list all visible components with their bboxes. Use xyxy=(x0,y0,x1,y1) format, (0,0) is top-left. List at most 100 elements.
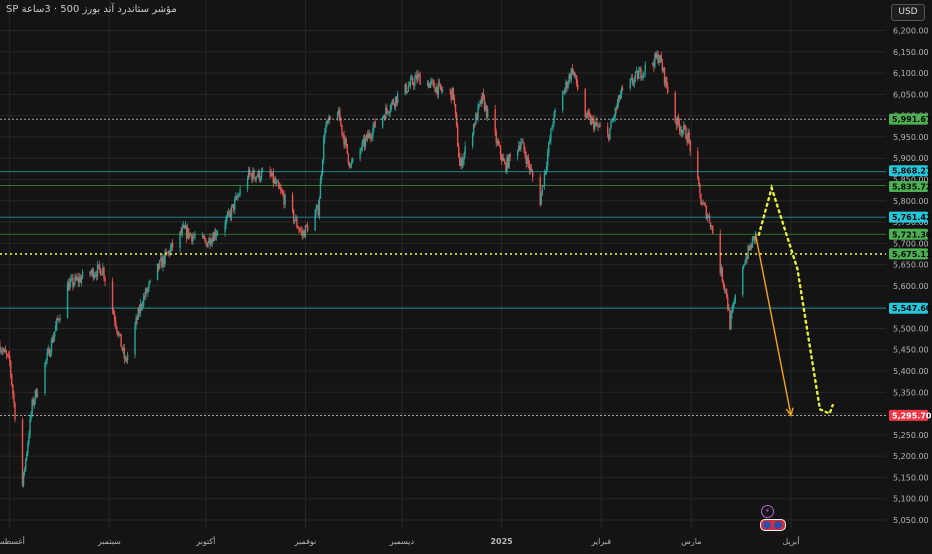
candle-body xyxy=(518,145,520,151)
candle-body xyxy=(642,72,644,78)
candle-body xyxy=(567,83,569,88)
y-tick-label: 5,100.00 xyxy=(893,495,929,504)
candle-body xyxy=(415,74,417,79)
candle-body xyxy=(59,318,61,320)
candle-body xyxy=(569,75,571,80)
candle-body xyxy=(32,399,34,405)
candle-body xyxy=(192,236,194,242)
y-tick-label: 5,050.00 xyxy=(893,516,929,525)
candle-body xyxy=(553,112,555,124)
candle-body xyxy=(213,231,216,242)
level-price-label: 5,835.72 xyxy=(892,183,931,192)
candle-body xyxy=(55,325,57,332)
symbol-title: SP مؤشر ستاندرد آند بورز 500 · 3ساعة xyxy=(6,4,177,15)
candle-body xyxy=(678,123,681,131)
candle-body xyxy=(360,149,362,151)
candle-body xyxy=(46,352,48,360)
candle-body xyxy=(732,304,734,310)
candle-body xyxy=(748,246,750,250)
candle-body xyxy=(36,393,39,397)
candle-body xyxy=(593,119,595,130)
candle-body xyxy=(341,124,343,134)
candle-body xyxy=(291,194,294,211)
candle-body xyxy=(393,103,396,107)
candle-body xyxy=(255,176,257,180)
candle-body xyxy=(391,100,393,104)
candle-body xyxy=(506,157,508,172)
candle-body xyxy=(677,116,680,124)
candle-body xyxy=(473,124,475,134)
candle-body xyxy=(215,234,218,237)
candle-body xyxy=(5,352,8,355)
lightning-icon[interactable]: ⚡ xyxy=(761,505,774,518)
candle-body xyxy=(194,235,196,237)
candle-body xyxy=(724,289,727,291)
candle-body xyxy=(342,133,344,136)
candle-body xyxy=(56,318,58,326)
candle-body xyxy=(676,116,679,126)
candle-body xyxy=(664,77,667,84)
candle-body xyxy=(1,351,3,352)
candle-body xyxy=(384,115,386,120)
candle-body xyxy=(373,121,375,128)
candle-body xyxy=(638,71,640,80)
candle-body xyxy=(450,90,452,100)
candle-body xyxy=(440,88,443,91)
candle-body xyxy=(454,104,457,115)
candle-body xyxy=(659,55,661,60)
candle-body xyxy=(145,289,147,297)
candle-body xyxy=(530,168,533,172)
candle-body xyxy=(168,251,171,255)
candle-body xyxy=(477,106,479,120)
candle-body xyxy=(574,75,577,77)
candle-body xyxy=(464,146,466,154)
candle-body xyxy=(478,104,480,107)
economic-events-flag-icon[interactable] xyxy=(760,519,786,531)
candle-body xyxy=(430,81,432,84)
candle-body xyxy=(0,345,1,352)
candle-body xyxy=(362,138,365,143)
candle-body xyxy=(225,217,227,225)
candle-body xyxy=(201,235,204,237)
candle-body xyxy=(26,452,28,459)
candle-body xyxy=(594,123,596,130)
candle-body xyxy=(184,226,187,229)
candle-body xyxy=(302,231,305,236)
candle-body xyxy=(227,211,229,215)
y-tick-label: 6,150.00 xyxy=(893,48,929,57)
candle-body xyxy=(74,276,76,284)
candle-body xyxy=(250,173,252,175)
candle-body xyxy=(610,121,612,129)
candle-body xyxy=(413,83,415,86)
candle-body xyxy=(663,67,666,84)
candle-body xyxy=(385,107,387,120)
candle-body xyxy=(118,333,120,336)
candle-body xyxy=(474,124,476,125)
x-tick-label: أبريل xyxy=(782,536,799,546)
candle-body xyxy=(656,54,658,58)
currency-button[interactable]: USD xyxy=(891,4,925,21)
candle-body xyxy=(619,93,622,100)
candle-body xyxy=(237,196,239,199)
candle-body xyxy=(252,170,254,181)
candle-body xyxy=(120,333,122,348)
candle-body xyxy=(697,151,699,179)
candle-body xyxy=(528,163,531,170)
candle-body xyxy=(162,256,164,268)
x-tick-label: فبراير xyxy=(591,537,612,546)
candle-body xyxy=(743,264,745,268)
candle-body xyxy=(52,336,55,343)
candle-body xyxy=(660,55,662,63)
candle-body xyxy=(160,258,162,261)
candle-body xyxy=(495,132,497,143)
candle-body xyxy=(66,283,69,319)
candle-body xyxy=(723,285,726,290)
candle-body xyxy=(568,75,570,84)
candle-body xyxy=(573,71,576,76)
candle-body xyxy=(163,256,165,265)
candle-body xyxy=(520,142,522,149)
candle-body xyxy=(392,100,395,104)
y-tick-label: 5,250.00 xyxy=(893,431,929,440)
